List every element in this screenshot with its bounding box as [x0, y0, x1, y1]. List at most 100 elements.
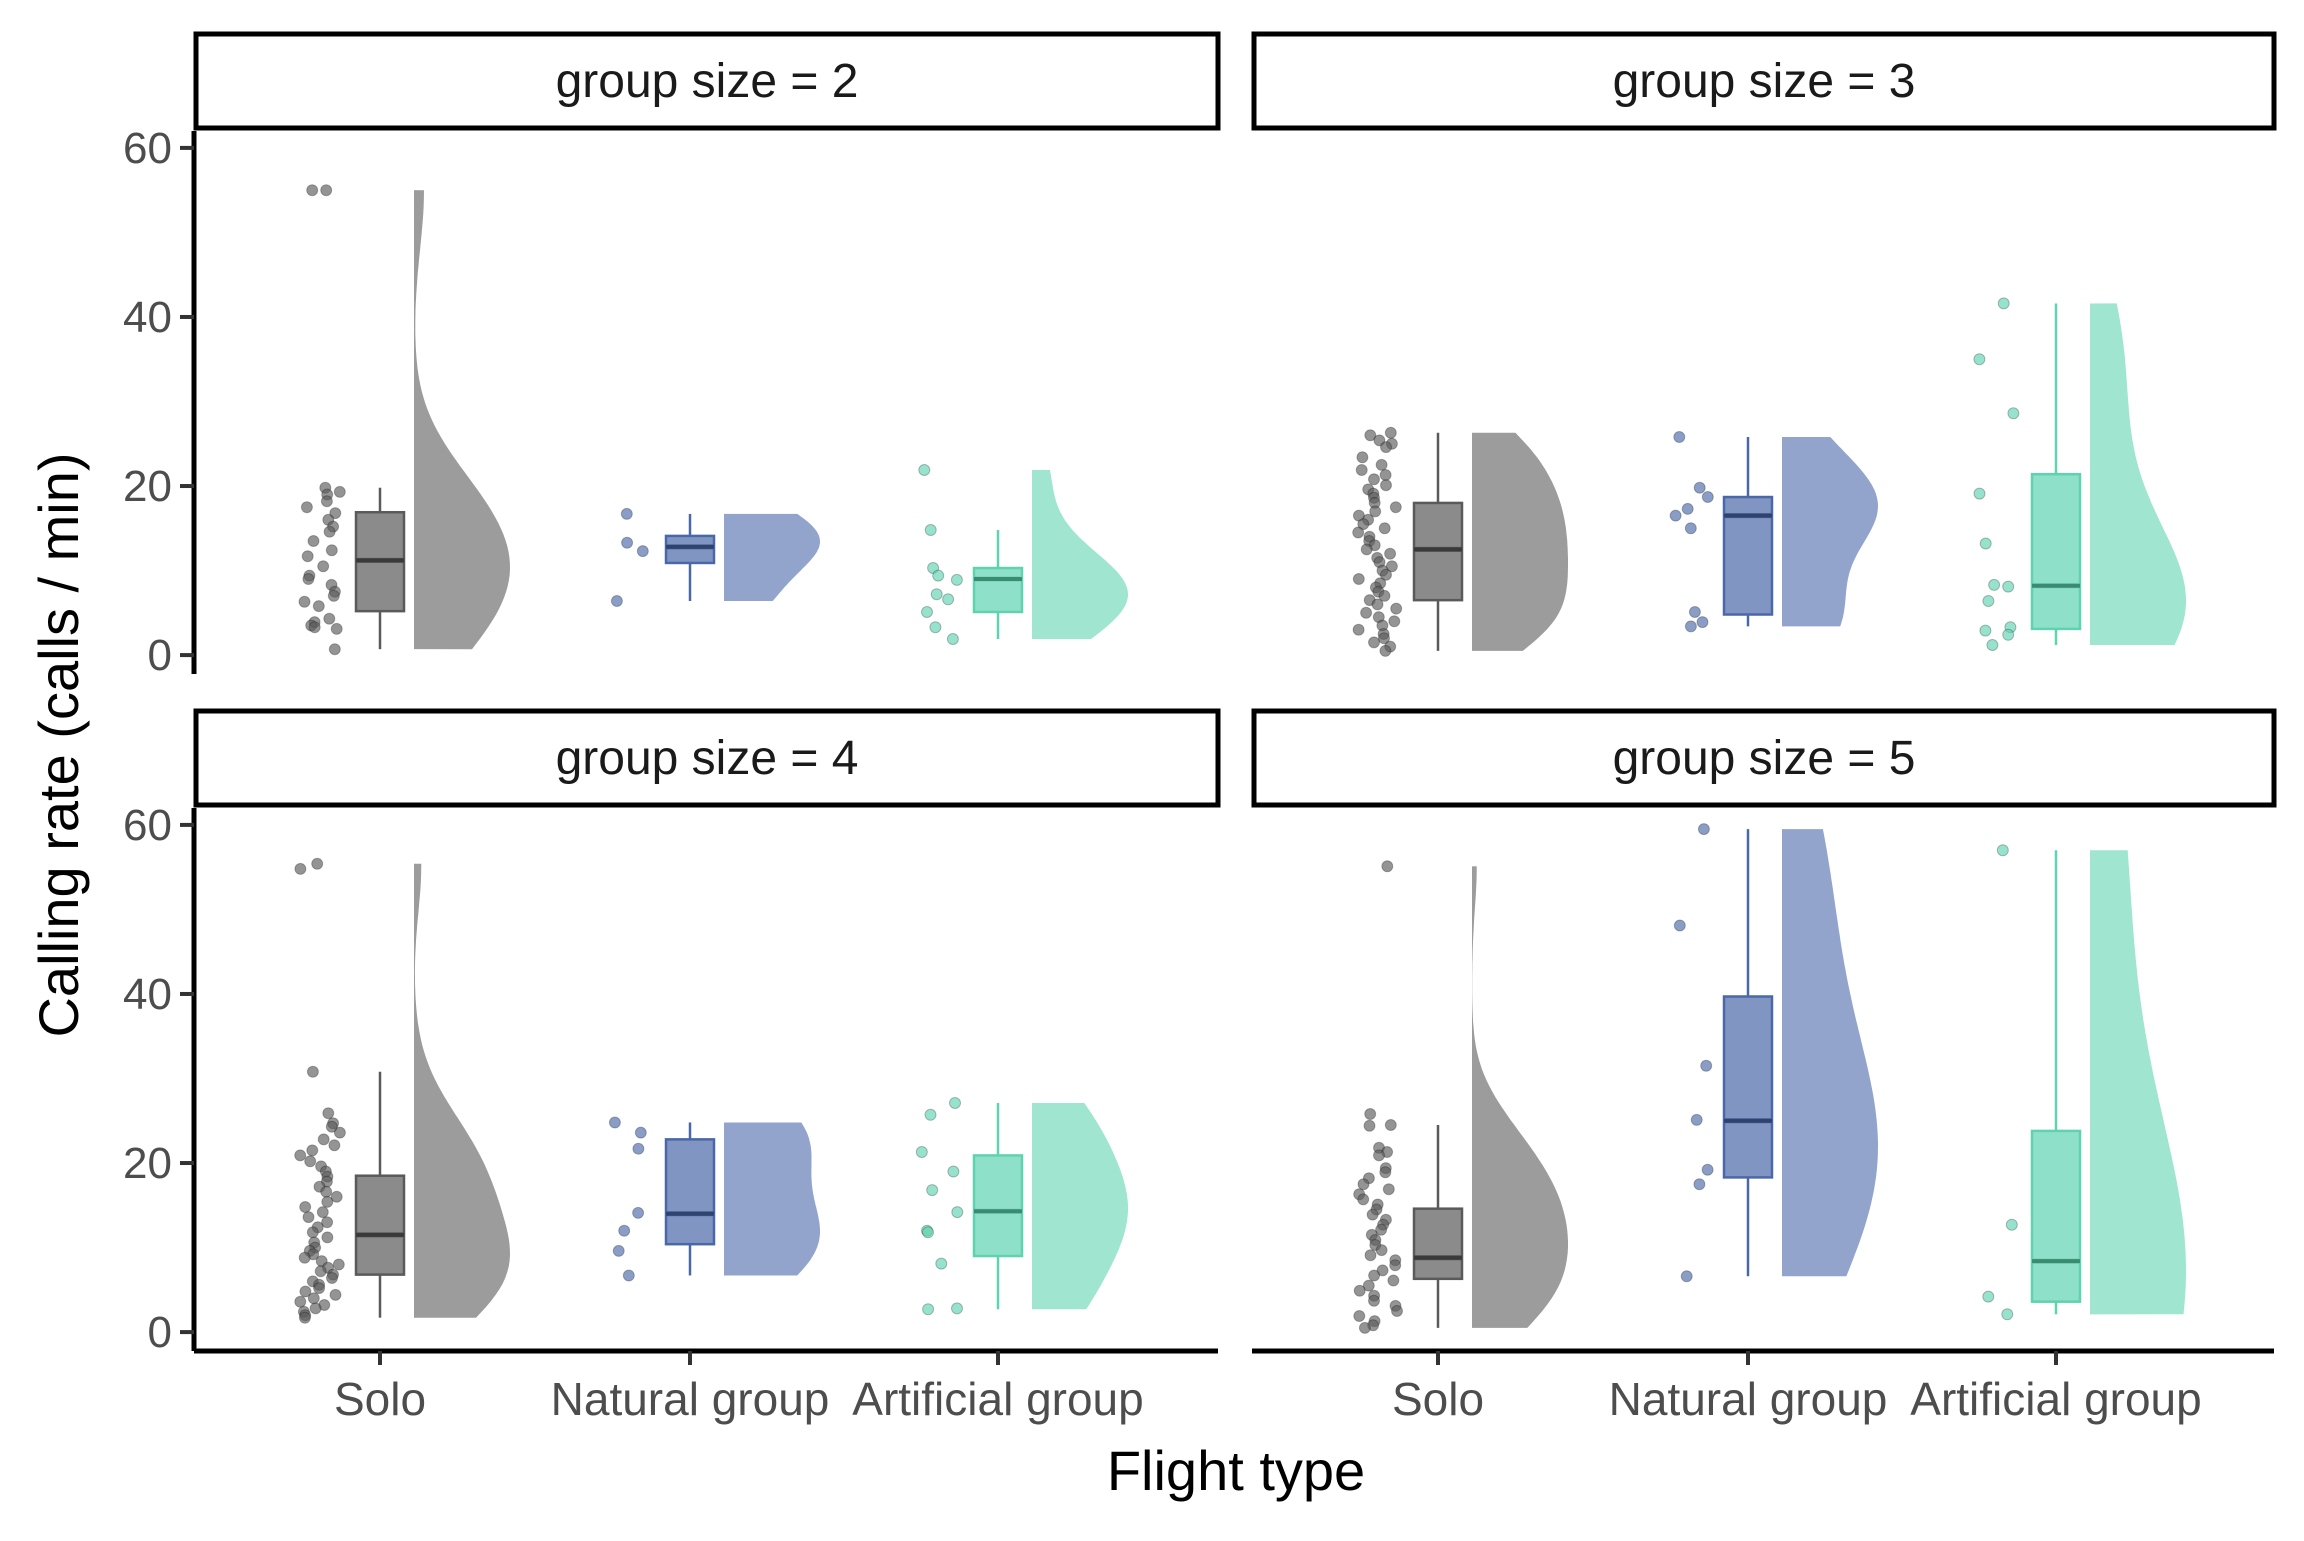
data-point	[1669, 509, 1682, 522]
data-point	[1988, 578, 2001, 591]
data-point	[1378, 522, 1391, 535]
y-tick-label: 20	[123, 1139, 172, 1188]
data-point	[326, 1272, 338, 1284]
data-point	[313, 1282, 326, 1295]
data-point	[1378, 632, 1390, 645]
data-point	[323, 612, 336, 625]
y-axis-title: Calling rate (calls / min)	[27, 452, 90, 1037]
data-point	[942, 593, 955, 606]
data-point	[951, 1302, 963, 1315]
data-point	[921, 606, 933, 618]
data-point	[1385, 560, 1398, 573]
data-point	[918, 464, 931, 476]
violin-half	[724, 513, 820, 601]
data-point	[1356, 451, 1369, 464]
facet-strip	[1251, 708, 2277, 808]
data-point	[308, 621, 321, 634]
data-point	[1379, 469, 1392, 481]
data-point	[1391, 1305, 1403, 1317]
data-point	[632, 1206, 645, 1219]
x-tick-label: Natural group	[1609, 1373, 1888, 1425]
data-point	[1353, 1310, 1366, 1322]
data-point	[612, 1244, 625, 1257]
data-point	[1366, 1208, 1379, 1221]
data-point	[929, 621, 942, 634]
data-point	[320, 184, 333, 197]
data-point	[949, 1097, 961, 1109]
data-point	[1360, 606, 1373, 619]
data-point	[306, 1226, 319, 1239]
data-point	[926, 1184, 939, 1197]
violin-half	[1782, 829, 1878, 1277]
violin-half	[724, 1122, 820, 1276]
data-point	[321, 1195, 334, 1208]
data-point	[1375, 1223, 1388, 1236]
facet-strip-label: group size = 5	[1613, 732, 1916, 785]
data-point	[322, 1107, 335, 1120]
data-point	[1388, 615, 1401, 628]
data-point	[329, 507, 342, 520]
data-point	[298, 595, 311, 608]
violin-half	[414, 190, 510, 650]
data-point	[1384, 1119, 1397, 1131]
facet-panel: group size = 5 Solo Natural group Artificia…	[1251, 708, 2277, 1425]
data-point	[320, 495, 333, 508]
series-group: Natural group	[551, 1116, 829, 1425]
data-point	[1693, 481, 1706, 494]
data-point	[1362, 1279, 1375, 1292]
box-iqr	[2030, 1129, 2082, 1303]
data-point	[330, 1190, 343, 1203]
data-point	[1368, 1294, 1380, 1307]
data-point	[307, 1292, 320, 1305]
data-point	[1380, 568, 1392, 581]
data-point	[1379, 1166, 1392, 1179]
data-point	[636, 545, 649, 558]
data-point	[302, 1211, 315, 1224]
x-tick-label: Artificial group	[852, 1373, 1143, 1425]
x-tick-label: Artificial group	[1910, 1373, 2201, 1425]
data-point	[1368, 636, 1380, 649]
violin-half	[1472, 866, 1568, 1328]
data-point	[1380, 441, 1392, 454]
data-point	[1680, 1270, 1693, 1283]
data-point	[922, 1226, 934, 1239]
data-point	[608, 1116, 621, 1129]
facets-layer: group size = 2 0 20 40 60 group size = 3 group…	[123, 31, 2277, 1425]
data-point	[618, 1224, 631, 1237]
data-point	[328, 1139, 341, 1152]
data-point	[306, 184, 319, 197]
data-point	[306, 1065, 319, 1078]
data-point	[1360, 543, 1373, 556]
data-point	[2007, 407, 2020, 420]
data-point	[1979, 537, 1992, 550]
data-point	[622, 1269, 635, 1282]
data-point	[946, 633, 959, 645]
y-tick-label: 40	[123, 970, 172, 1019]
data-point	[1389, 1259, 1402, 1272]
box-iqr	[664, 534, 716, 565]
data-point	[922, 1303, 935, 1316]
data-point	[298, 1251, 311, 1264]
data-point	[1364, 429, 1377, 442]
violin-half	[1032, 469, 1128, 640]
data-point	[299, 1201, 312, 1213]
data-point	[1357, 1178, 1370, 1191]
data-point	[327, 589, 340, 602]
series-group: Solo	[294, 857, 510, 1425]
data-point	[323, 525, 336, 538]
data-point	[311, 857, 324, 870]
data-point	[294, 1149, 307, 1162]
facet-panel: group size = 2 0 20 40 60	[123, 31, 1221, 680]
series-group: Artificial group	[852, 1097, 1144, 1425]
data-point	[1382, 1183, 1395, 1196]
violin-half	[2090, 850, 2186, 1315]
data-point	[924, 524, 937, 536]
data-point	[300, 501, 313, 514]
box-iqr	[354, 1174, 406, 1276]
data-point	[621, 536, 634, 549]
data-point	[1384, 547, 1397, 560]
data-point	[620, 507, 633, 520]
data-point	[951, 1206, 964, 1219]
data-point	[1355, 464, 1368, 476]
